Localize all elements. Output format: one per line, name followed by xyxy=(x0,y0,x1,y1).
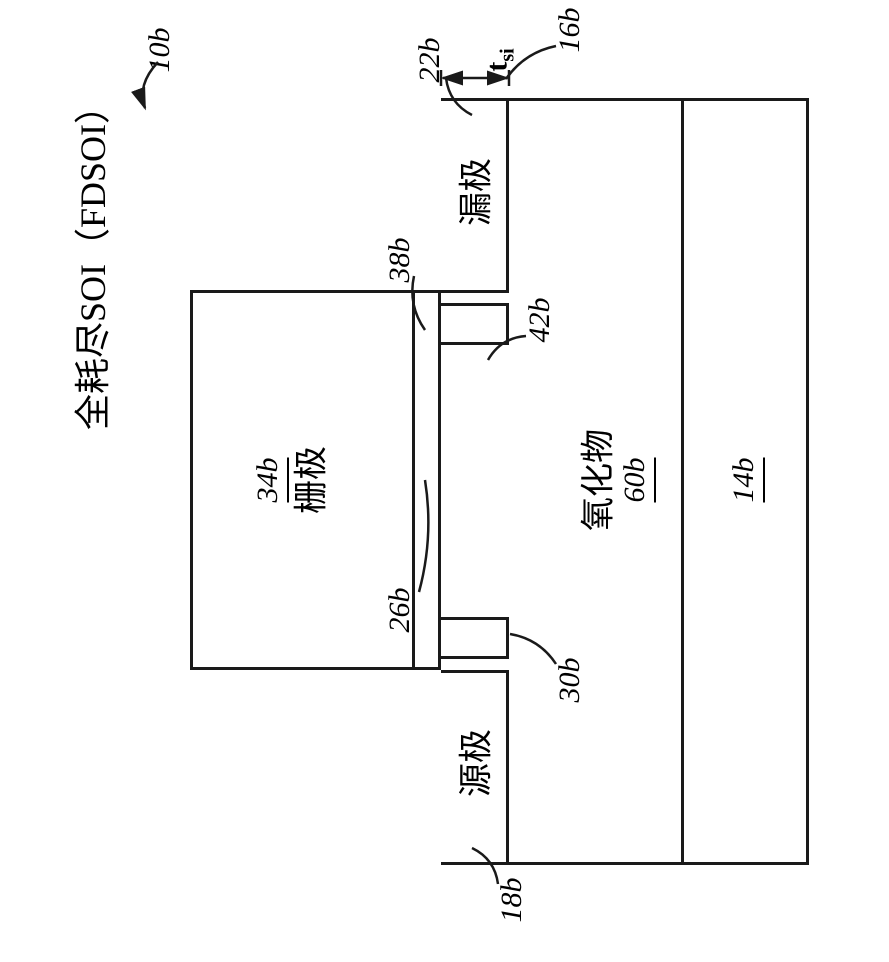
ref-16b: 16b xyxy=(553,8,587,53)
diagram-title: 全耗尽SOI（FDSOI） xyxy=(64,88,116,430)
ref-30b: 30b xyxy=(553,658,587,703)
channel-left-box xyxy=(441,303,509,345)
ref-60b: 60b xyxy=(618,458,652,503)
ref-42b: 42b xyxy=(523,298,557,343)
ref-26b: 26b xyxy=(383,588,417,633)
channel-right-box xyxy=(441,617,509,659)
source-label: 源极 xyxy=(449,729,498,797)
ref-18b: 18b xyxy=(495,878,529,923)
diagram-stage: 全耗尽SOI（FDSOI） 栅极 源极 漏极 氧化物 10b 34b 26b 3… xyxy=(0,0,889,962)
drain-label: 漏极 xyxy=(449,158,498,226)
ref-10b: 10b xyxy=(143,28,177,73)
ref-14b: 14b xyxy=(727,458,761,503)
gate-dielectric-box xyxy=(415,290,441,670)
gate-label: 栅极 xyxy=(284,446,333,514)
tsi-label: tsi xyxy=(481,48,520,71)
ref-38b: 38b xyxy=(383,238,417,283)
ref-34b: 34b xyxy=(251,458,285,503)
ref-22b: 22b xyxy=(413,38,447,83)
oxide-label: 氧化物 xyxy=(571,429,620,531)
